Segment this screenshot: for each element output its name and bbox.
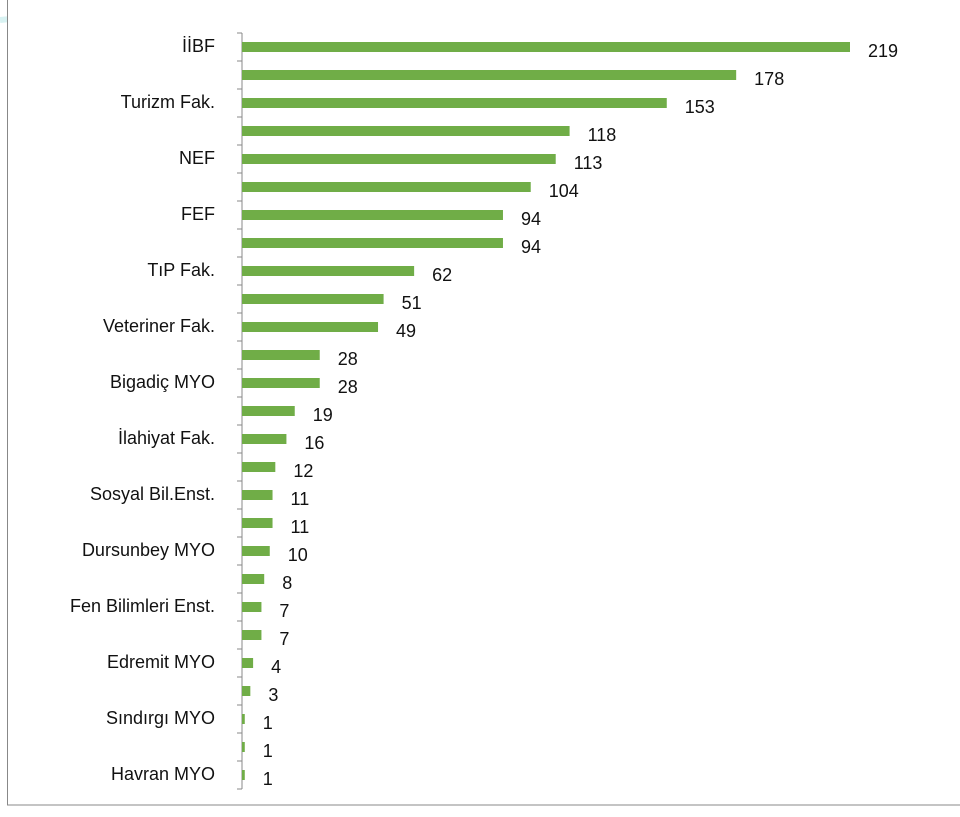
category-label: Dursunbey MYO	[82, 540, 215, 560]
bar	[242, 462, 276, 472]
category-label: TıP Fak.	[147, 260, 215, 280]
bar	[242, 266, 415, 276]
category-label: İİBF	[182, 36, 215, 56]
value-label: 104	[549, 181, 579, 201]
chart-frame	[7, 0, 960, 806]
bar	[242, 518, 273, 528]
bar	[242, 182, 531, 192]
bar	[242, 658, 254, 668]
value-label: 1	[263, 741, 273, 761]
bar	[242, 350, 320, 360]
bar	[242, 490, 273, 500]
bar	[242, 686, 251, 696]
category-label: FEF	[181, 204, 215, 224]
bar	[242, 406, 295, 416]
category-label: Havran MYO	[111, 764, 215, 784]
value-label: 219	[868, 41, 898, 61]
bar	[242, 714, 245, 724]
category-label: Edremit MYO	[107, 652, 215, 672]
value-label: 94	[521, 209, 541, 229]
bar	[242, 574, 265, 584]
value-label: 113	[574, 153, 603, 173]
value-label: 4	[271, 657, 281, 677]
value-label: 11	[291, 489, 310, 509]
bar	[242, 742, 245, 752]
value-label: 153	[685, 97, 715, 117]
bar	[242, 322, 379, 332]
bar	[242, 238, 503, 248]
value-label: 49	[396, 321, 416, 341]
bar	[242, 630, 262, 640]
value-label: 178	[754, 69, 784, 89]
bar	[242, 546, 270, 556]
category-label: Veteriner Fak.	[103, 316, 215, 336]
category-label: Fen Bilimleri Enst.	[70, 596, 215, 616]
value-label: 51	[402, 293, 422, 313]
bar	[242, 378, 320, 388]
value-label: 94	[521, 237, 541, 257]
category-label: Sosyal Bil.Enst.	[90, 484, 215, 504]
bar	[242, 434, 287, 444]
value-label: 118	[588, 125, 617, 145]
value-label: 8	[282, 573, 292, 593]
value-label: 62	[432, 265, 452, 285]
category-label: Turizm Fak.	[121, 92, 215, 112]
value-label: 10	[288, 545, 308, 565]
category-label: İlahiyat Fak.	[118, 428, 215, 448]
value-label: 7	[279, 601, 289, 621]
category-label: Sındırgı MYO	[106, 708, 215, 728]
category-label: Bigadiç MYO	[110, 372, 215, 392]
value-label: 28	[338, 349, 358, 369]
bar	[242, 126, 570, 136]
bar	[242, 42, 850, 52]
bar	[242, 98, 667, 108]
category-label: NEF	[179, 148, 215, 168]
value-label: 12	[293, 461, 313, 481]
value-label: 1	[263, 713, 273, 733]
bar	[242, 210, 503, 220]
bar	[242, 770, 245, 780]
value-label: 1	[263, 769, 273, 789]
value-label: 11	[291, 517, 310, 537]
value-label: 3	[268, 685, 278, 705]
bar	[242, 602, 262, 612]
bar	[242, 154, 556, 164]
value-label: 28	[338, 377, 358, 397]
value-label: 16	[304, 433, 324, 453]
bar	[242, 294, 384, 304]
value-label: 19	[313, 405, 333, 425]
value-label: 7	[279, 629, 289, 649]
bar	[242, 70, 737, 80]
